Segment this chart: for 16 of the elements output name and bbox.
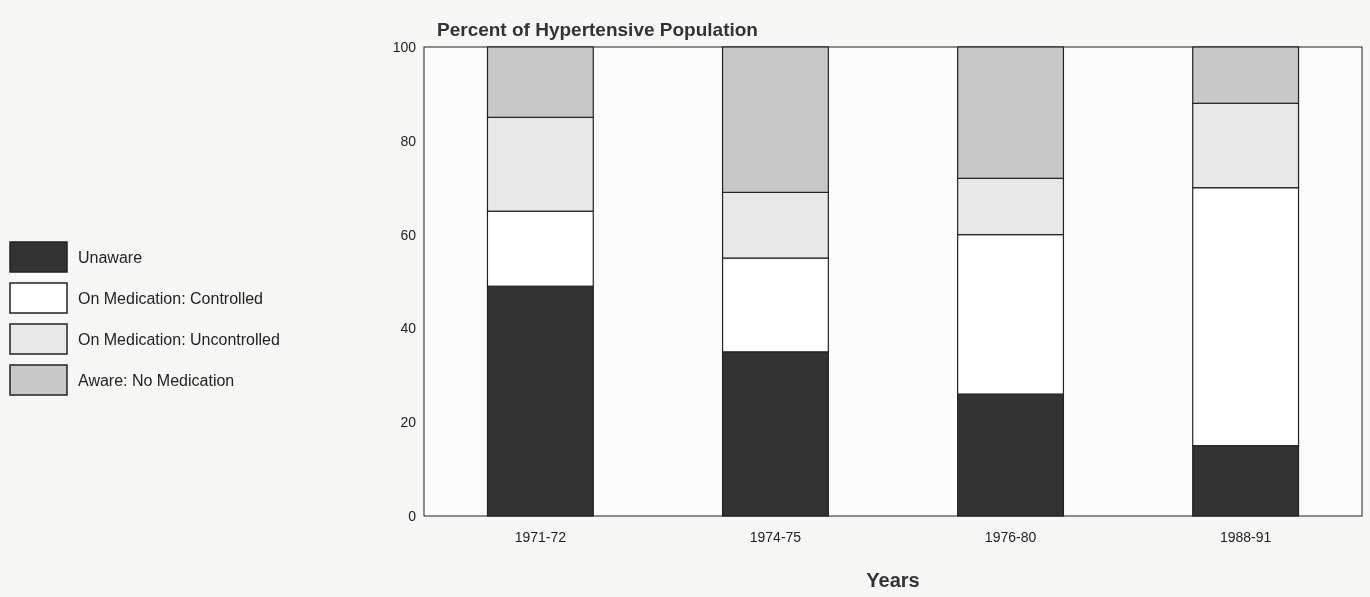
y-tick-label: 0: [408, 507, 417, 524]
x-axis-title: Years: [866, 569, 920, 591]
legend-label: On Medication: Uncontrolled: [78, 330, 280, 348]
legend-label: On Medication: Controlled: [78, 289, 263, 307]
y-tick-label: 40: [400, 320, 417, 337]
x-tick-label: 1971-72: [514, 529, 567, 545]
y-tick-label: 60: [400, 226, 417, 243]
x-tick-label: 1974-75: [749, 529, 802, 545]
y-tick-label: 100: [392, 38, 417, 55]
y-tick-label: 80: [400, 132, 417, 149]
legend-label: Aware: No Medication: [78, 371, 235, 389]
chart-title: Percent of Hypertensive Population: [437, 19, 758, 40]
x-tick-label: 1988-91: [1219, 529, 1272, 545]
x-tick-label: 1976-80: [984, 529, 1037, 545]
y-tick-label: 20: [400, 414, 417, 431]
legend-label: Unaware: [78, 248, 143, 266]
